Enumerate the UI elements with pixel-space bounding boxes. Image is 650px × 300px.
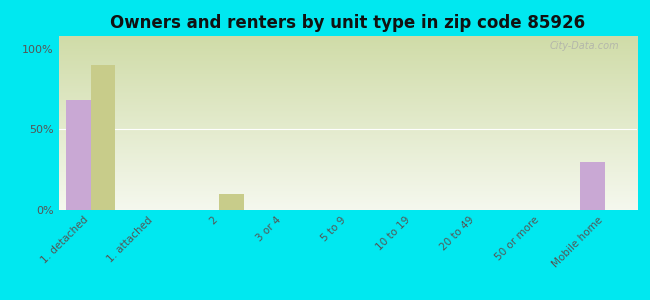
- Bar: [90, 65, 115, 210]
- Bar: [66, 100, 90, 210]
- Bar: [580, 162, 605, 210]
- Text: City-Data.com: City-Data.com: [550, 41, 619, 51]
- Bar: [219, 194, 244, 210]
- Title: Owners and renters by unit type in zip code 85926: Owners and renters by unit type in zip c…: [111, 14, 585, 32]
